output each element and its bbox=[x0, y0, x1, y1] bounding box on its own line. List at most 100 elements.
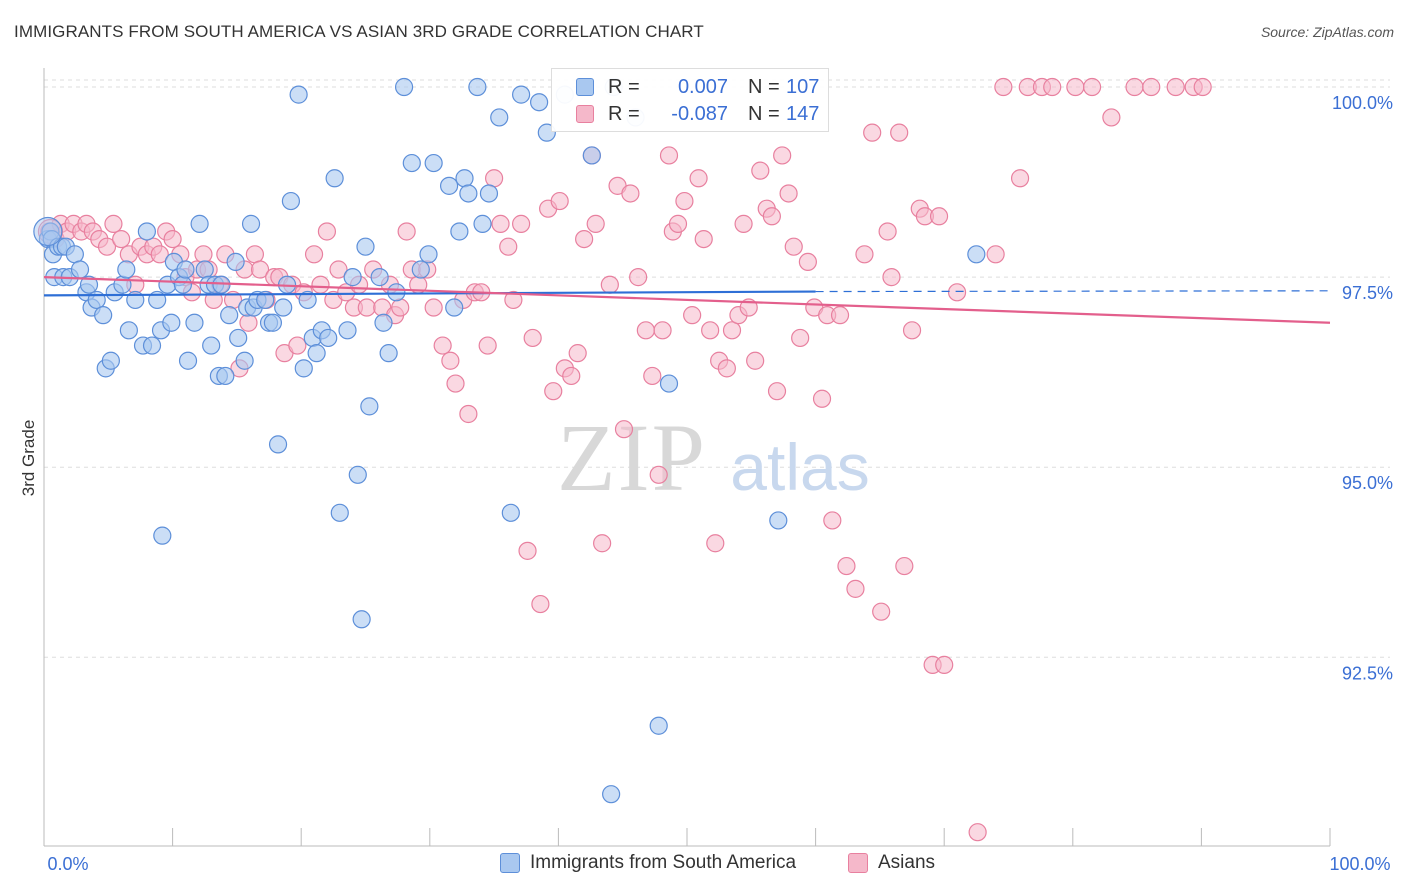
south-america-point bbox=[468, 77, 487, 97]
asians-point bbox=[823, 511, 842, 530]
legend-item-south-america: Immigrants from South America bbox=[500, 852, 796, 874]
legend-item-asians: Asians bbox=[848, 852, 935, 874]
r-value: 0.007 bbox=[677, 75, 728, 98]
x-tick-label: 0.0% bbox=[47, 854, 88, 874]
south-america-point bbox=[119, 321, 138, 340]
asians-point bbox=[706, 534, 725, 553]
south-america-point bbox=[274, 298, 293, 317]
asians-point bbox=[895, 556, 914, 576]
asians-point bbox=[478, 336, 497, 355]
asians-point bbox=[288, 336, 307, 355]
asians-point bbox=[734, 214, 753, 233]
south-america-point bbox=[137, 222, 156, 241]
asians-point bbox=[614, 420, 634, 439]
south-america-point bbox=[479, 184, 499, 203]
south-america-point bbox=[360, 397, 379, 416]
south-america-point bbox=[411, 260, 430, 279]
asians-point bbox=[812, 389, 832, 408]
asians-point bbox=[1125, 77, 1144, 97]
asians-point bbox=[1166, 77, 1185, 97]
asians-point bbox=[643, 366, 662, 386]
asians-point bbox=[846, 579, 865, 598]
south-america-point bbox=[94, 306, 113, 325]
asians-point bbox=[112, 229, 131, 249]
asians-point bbox=[1193, 77, 1212, 97]
south-america-point bbox=[289, 85, 308, 104]
south-america-point bbox=[190, 214, 209, 233]
asians-point bbox=[935, 655, 954, 675]
asians-point bbox=[329, 260, 348, 279]
blue-swatch bbox=[500, 853, 520, 873]
south-america-point bbox=[101, 351, 120, 370]
south-america-point bbox=[402, 153, 421, 173]
watermark-zip: ZIP bbox=[557, 404, 707, 511]
south-america-point bbox=[65, 245, 84, 264]
asians-point bbox=[317, 222, 337, 241]
asians-point bbox=[568, 344, 587, 363]
south-america-point bbox=[195, 260, 214, 279]
n-value: 107 bbox=[786, 75, 820, 98]
asians-point bbox=[239, 313, 258, 332]
axes bbox=[43, 68, 1331, 847]
asians-point bbox=[600, 275, 619, 294]
south-america-point bbox=[325, 169, 344, 188]
south-america-point bbox=[185, 313, 204, 332]
south-america-point bbox=[445, 298, 464, 317]
n-value: 147 bbox=[786, 102, 820, 125]
south-america-point bbox=[450, 222, 469, 241]
south-america-point bbox=[142, 336, 162, 355]
asians-point bbox=[621, 184, 640, 203]
n-key: N = bbox=[748, 102, 780, 125]
legend-row-south-america: R = 0.007 N = 107 bbox=[576, 75, 819, 99]
asians-point bbox=[929, 207, 949, 226]
south-america-point bbox=[490, 108, 509, 127]
asians-point bbox=[245, 245, 265, 264]
south-america-point bbox=[229, 328, 248, 348]
r-value: -0.087 bbox=[671, 102, 728, 125]
asians-point bbox=[751, 161, 770, 180]
asians-point bbox=[830, 306, 850, 325]
asians-point bbox=[717, 359, 736, 378]
asians-point bbox=[649, 465, 668, 484]
south-america-point bbox=[33, 216, 63, 247]
asians-point bbox=[433, 336, 452, 355]
south-america-point bbox=[356, 237, 375, 256]
y-tick-label: 97.5% bbox=[1342, 283, 1393, 303]
asians-point bbox=[491, 214, 510, 233]
asians-point bbox=[1043, 77, 1062, 97]
south-america-point bbox=[178, 351, 198, 370]
south-america-point bbox=[294, 359, 313, 378]
south-america-point bbox=[352, 610, 371, 629]
south-america-point bbox=[374, 313, 393, 332]
south-america-point bbox=[419, 245, 438, 264]
south-america-point bbox=[173, 275, 192, 294]
south-america-point bbox=[501, 503, 520, 522]
asians-point bbox=[523, 328, 542, 348]
legend-label-south-america: Immigrants from South America bbox=[530, 852, 797, 873]
asians-point bbox=[947, 283, 967, 302]
south-america-point bbox=[281, 191, 301, 211]
pink-swatch bbox=[576, 105, 594, 123]
asians-point bbox=[668, 214, 688, 233]
south-america-point bbox=[769, 511, 788, 530]
asians-point bbox=[575, 229, 594, 249]
trend-line-south-america-extension bbox=[815, 290, 1331, 293]
south-america-point bbox=[226, 252, 245, 272]
trend-line-south-america bbox=[43, 290, 816, 297]
south-america-point bbox=[459, 184, 478, 203]
asians-point bbox=[986, 245, 1005, 264]
south-america-point bbox=[370, 268, 389, 287]
asians-point bbox=[391, 298, 410, 317]
south-america-point bbox=[263, 313, 283, 332]
asians-point bbox=[441, 351, 460, 370]
chart-title: IMMIGRANTS FROM SOUTH AMERICA VS ASIAN 3… bbox=[14, 22, 704, 41]
south-america-point bbox=[967, 245, 986, 264]
south-america-point bbox=[602, 785, 621, 804]
asians-point bbox=[250, 260, 270, 279]
asians-point bbox=[994, 77, 1013, 97]
south-america-point bbox=[220, 306, 239, 325]
asians-point bbox=[1142, 77, 1161, 97]
south-america-point bbox=[512, 85, 531, 104]
asians-point bbox=[902, 321, 922, 340]
